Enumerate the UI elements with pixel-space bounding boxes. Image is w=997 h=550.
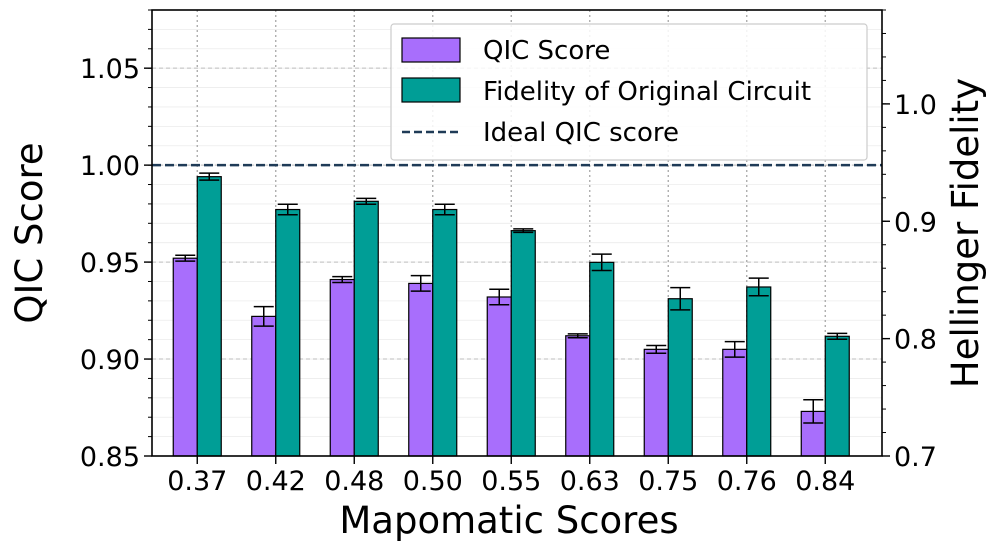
bar xyxy=(275,208,301,457)
bars xyxy=(172,172,850,457)
x-tick-label: 0.55 xyxy=(481,466,541,497)
bar xyxy=(824,335,850,457)
bar xyxy=(643,348,669,457)
bar xyxy=(589,261,615,457)
legend-swatch-fidelity xyxy=(401,77,461,103)
bar xyxy=(722,348,748,457)
y2-tick-label: 0.7 xyxy=(894,442,937,473)
legend-label-qic: QIC Score xyxy=(483,36,610,66)
x-tick-label: 0.50 xyxy=(403,466,463,497)
bar xyxy=(486,296,512,457)
y-tick-label: 1.00 xyxy=(80,151,140,182)
y2-tick-label: 0.8 xyxy=(894,325,937,356)
bar xyxy=(746,286,772,457)
bar xyxy=(510,230,536,457)
bar xyxy=(667,298,693,457)
y2-tick-label: 1.0 xyxy=(894,90,937,121)
axes: 0.85 0.90 0.95 1.00 1.05 0.7 0.8 0.9 1.0 0.37 0.42… xyxy=(80,9,937,497)
legend-label-ideal: Ideal QIC score xyxy=(483,118,679,148)
x-tick-label: 0.63 xyxy=(560,466,620,497)
y-axis-title: QIC Score xyxy=(8,142,51,323)
x-tick-label: 0.76 xyxy=(717,466,777,497)
x-tick-label: 0.37 xyxy=(167,466,227,497)
y-tick-label: 1.05 xyxy=(80,54,140,85)
legend-swatch-qic xyxy=(401,37,461,63)
plot-frame xyxy=(151,9,883,457)
y2-tick-label: 0.9 xyxy=(894,207,937,238)
y2-axis-title: Hellinger Fidelity xyxy=(944,78,987,388)
legend-label-fidelity: Fidelity of Original Circuit xyxy=(483,77,811,107)
bar xyxy=(172,257,198,457)
bar xyxy=(408,282,434,457)
x-tick-label: 0.42 xyxy=(246,466,306,497)
bar xyxy=(251,315,277,457)
y-tick-label: 0.85 xyxy=(80,442,140,473)
x-tick-label: 0.84 xyxy=(795,466,855,497)
legend-box xyxy=(390,23,868,161)
x-tick-label: 0.75 xyxy=(638,466,698,497)
y-tick-label: 0.95 xyxy=(80,248,140,279)
bar xyxy=(565,335,591,457)
x-tick-label: 0.48 xyxy=(324,466,384,497)
y-tick-label: 0.90 xyxy=(80,345,140,376)
bar xyxy=(196,176,222,457)
x-axis-title: Mapomatic Scores xyxy=(339,499,678,542)
bar xyxy=(432,208,458,457)
legend: QIC Score Fidelity of Original Circuit I… xyxy=(390,23,868,161)
bar xyxy=(329,278,355,457)
bar xyxy=(353,200,379,457)
